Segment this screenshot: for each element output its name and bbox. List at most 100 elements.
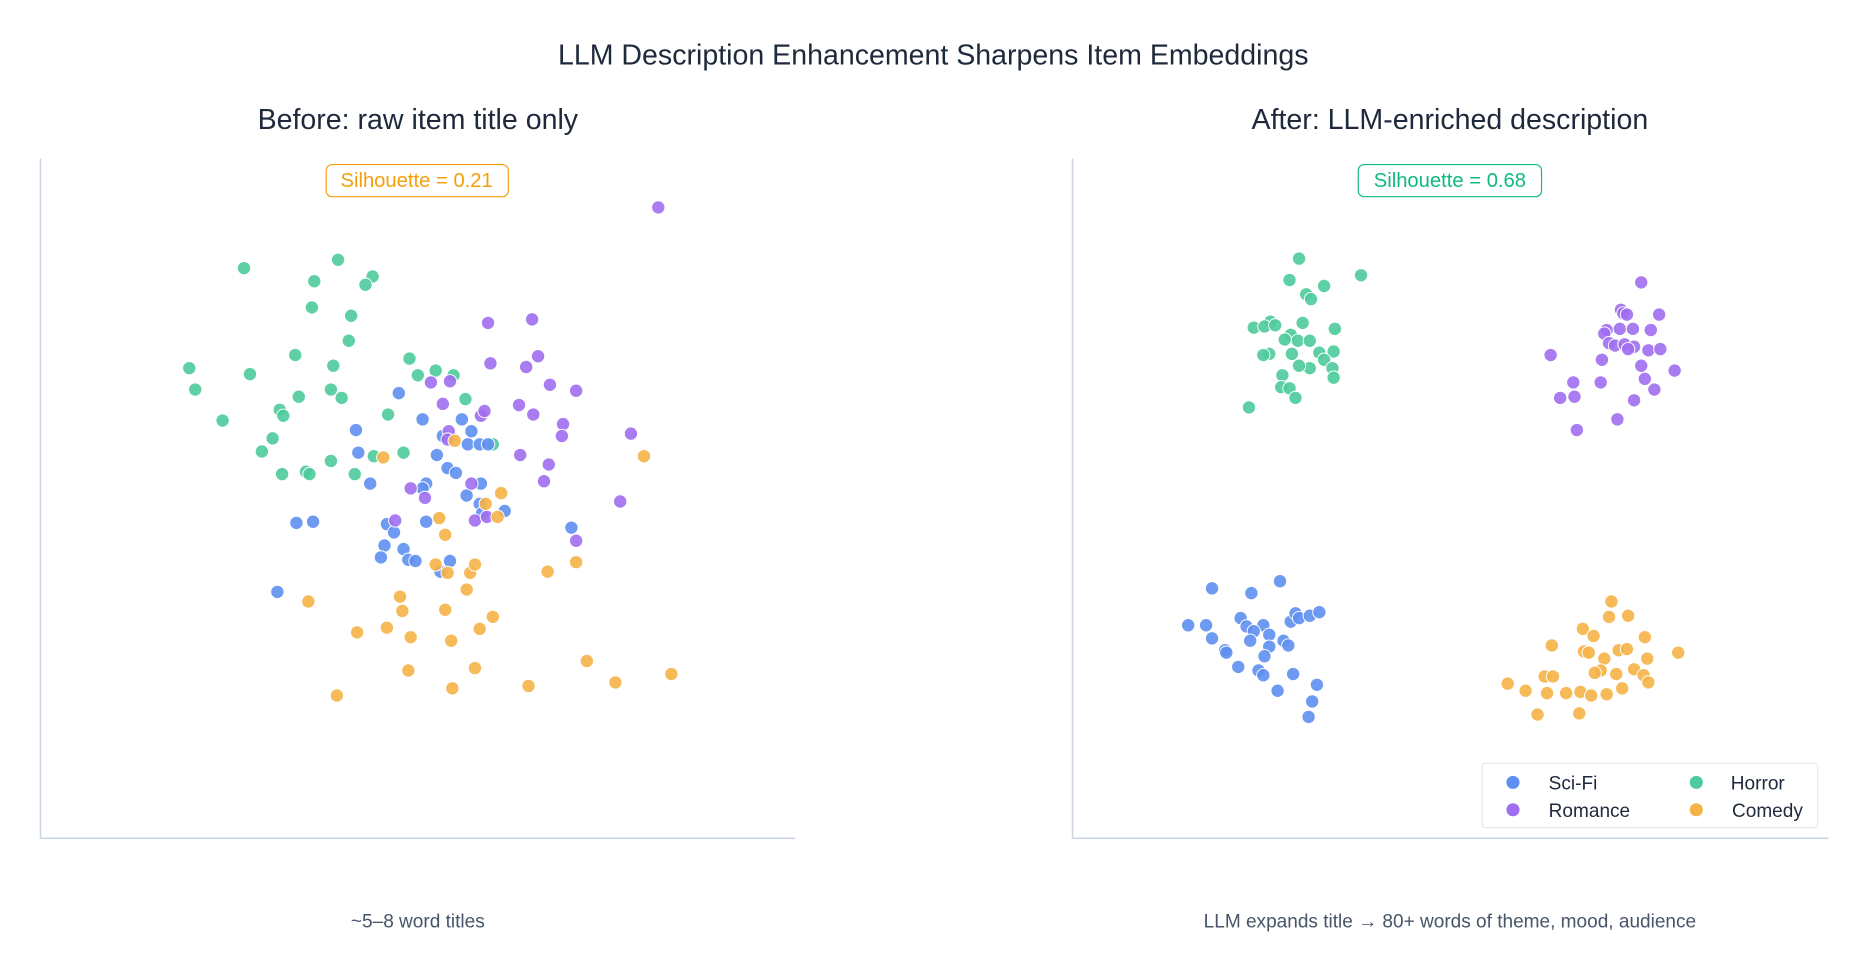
point-comedy bbox=[379, 620, 395, 635]
point-comedy bbox=[1572, 706, 1587, 721]
point-romance bbox=[1651, 307, 1667, 322]
point-romance bbox=[513, 447, 528, 463]
point-horror bbox=[396, 445, 411, 460]
point-comedy bbox=[478, 496, 493, 511]
point-horror bbox=[1295, 315, 1310, 331]
point-horror bbox=[215, 413, 230, 428]
point-romance bbox=[1647, 382, 1662, 397]
point-scifi bbox=[419, 514, 434, 529]
point-horror bbox=[380, 407, 396, 422]
points-after bbox=[1181, 251, 1686, 725]
point-horror bbox=[1256, 347, 1271, 363]
point-comedy bbox=[467, 660, 483, 676]
point-horror bbox=[188, 382, 203, 397]
point-comedy bbox=[329, 688, 345, 703]
point-romance bbox=[1653, 341, 1668, 357]
point-romance bbox=[1637, 371, 1652, 386]
point-horror bbox=[302, 466, 317, 482]
point-scifi bbox=[1231, 659, 1246, 675]
point-romance bbox=[403, 481, 418, 496]
panel-before: Before: raw item title only Silhouette =… bbox=[39, 104, 796, 933]
point-comedy bbox=[1671, 645, 1686, 660]
point-romance bbox=[1543, 347, 1558, 363]
point-horror bbox=[330, 252, 346, 267]
point-horror bbox=[307, 274, 322, 289]
caption-before: ~5–8 word titles bbox=[351, 912, 485, 933]
caption-after: LLM expands title → 80+ words of theme, … bbox=[1204, 912, 1696, 933]
point-comedy bbox=[1581, 645, 1596, 660]
point-horror bbox=[276, 408, 291, 423]
point-comedy bbox=[1539, 685, 1555, 701]
point-scifi bbox=[386, 525, 402, 540]
point-scifi bbox=[1219, 645, 1234, 660]
point-comedy bbox=[1558, 685, 1574, 701]
point-horror bbox=[265, 431, 280, 446]
point-scifi bbox=[454, 412, 470, 427]
point-romance bbox=[1569, 422, 1585, 438]
legend-label-horror: Horror bbox=[1731, 774, 1786, 795]
point-scifi bbox=[1285, 666, 1301, 682]
point-horror bbox=[182, 360, 197, 376]
point-horror bbox=[274, 466, 290, 482]
point-comedy bbox=[1586, 628, 1601, 644]
legend-marker-comedy bbox=[1689, 803, 1703, 817]
point-horror bbox=[358, 277, 373, 292]
point-horror bbox=[1302, 333, 1317, 348]
point-scifi bbox=[351, 445, 366, 460]
point-comedy bbox=[403, 630, 418, 645]
point-horror bbox=[323, 382, 339, 397]
point-romance bbox=[1593, 375, 1608, 390]
point-scifi bbox=[270, 584, 285, 600]
point-comedy bbox=[521, 678, 536, 694]
legend-marker-scifi bbox=[1506, 775, 1520, 789]
point-horror bbox=[288, 347, 303, 363]
point-scifi bbox=[1198, 618, 1214, 633]
point-scifi bbox=[415, 412, 430, 427]
legend-label-comedy: Comedy bbox=[1732, 801, 1803, 822]
legend-label-romance: Romance bbox=[1549, 801, 1630, 822]
point-scifi bbox=[408, 553, 423, 569]
point-romance bbox=[1667, 363, 1682, 378]
panel-title-after: After: LLM-enriched description bbox=[1252, 104, 1649, 136]
silhouette-box-after bbox=[1357, 163, 1543, 198]
point-horror bbox=[341, 333, 356, 348]
legend-marker-horror bbox=[1689, 775, 1703, 789]
point-romance bbox=[623, 426, 639, 441]
point-romance bbox=[519, 359, 534, 375]
point-horror bbox=[428, 363, 443, 378]
point-scifi bbox=[1244, 585, 1259, 601]
point-romance bbox=[483, 356, 498, 371]
point-comedy bbox=[1500, 676, 1515, 691]
point-scifi bbox=[391, 385, 406, 401]
point-comedy bbox=[401, 663, 416, 678]
point-comedy bbox=[438, 527, 453, 542]
points-before bbox=[182, 200, 679, 703]
point-romance bbox=[480, 315, 496, 331]
point-horror bbox=[1326, 344, 1341, 359]
point-romance bbox=[542, 377, 558, 392]
point-horror bbox=[334, 390, 349, 406]
point-horror bbox=[323, 453, 339, 469]
point-scifi bbox=[348, 422, 364, 438]
point-romance bbox=[442, 374, 458, 389]
point-comedy bbox=[447, 433, 462, 448]
point-horror bbox=[1353, 268, 1369, 283]
point-romance bbox=[464, 476, 479, 491]
point-scifi bbox=[1256, 668, 1271, 683]
point-scifi bbox=[1204, 631, 1220, 646]
point-romance bbox=[651, 200, 666, 215]
point-romance bbox=[1625, 321, 1641, 336]
point-romance bbox=[569, 533, 584, 548]
point-horror bbox=[1277, 332, 1292, 347]
point-scifi bbox=[429, 447, 445, 463]
point-comedy bbox=[459, 582, 474, 597]
point-horror bbox=[1291, 358, 1307, 373]
point-comedy bbox=[444, 633, 459, 648]
point-comedy bbox=[392, 589, 408, 604]
point-horror bbox=[254, 444, 270, 459]
point-comedy bbox=[1615, 681, 1630, 696]
point-romance bbox=[554, 428, 570, 444]
point-scifi bbox=[1309, 677, 1325, 692]
point-romance bbox=[569, 383, 584, 398]
